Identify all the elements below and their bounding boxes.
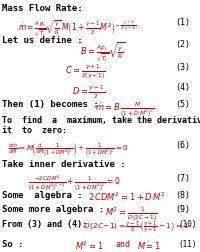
Text: it  to  zero:: it to zero: bbox=[2, 125, 67, 135]
Text: (9): (9) bbox=[175, 204, 190, 213]
Text: $2\,CDM^2=1+D\,M^2$: $2\,CDM^2=1+D\,M^2$ bbox=[88, 190, 166, 203]
Text: (6): (6) bbox=[175, 140, 190, 149]
Text: Some  algebra :: Some algebra : bbox=[2, 190, 83, 199]
Text: $\dot{m} = B\,\frac{M}{(1+D\,M^2)^C}$: $\dot{m} = B\,\frac{M}{(1+D\,M^2)^C}$ bbox=[95, 100, 155, 118]
Text: (4): (4) bbox=[175, 83, 190, 92]
Text: $\dot{m} = \frac{A\,p_t}{\sqrt{T_t}} \sqrt{\frac{\gamma}{R}}\, M \left(1+\frac{\: $\dot{m} = \frac{A\,p_t}{\sqrt{T_t}} \sq… bbox=[18, 18, 137, 39]
Text: $D = \frac{\gamma-1}{2}$: $D = \frac{\gamma-1}{2}$ bbox=[72, 83, 105, 100]
Text: (7): (7) bbox=[175, 173, 190, 182]
Text: (8): (8) bbox=[175, 190, 190, 199]
Text: Then (1) becomes :: Then (1) becomes : bbox=[2, 100, 99, 109]
Text: (10): (10) bbox=[178, 219, 196, 228]
Text: Let us define :: Let us define : bbox=[2, 36, 83, 45]
Text: $M=1$: $M=1$ bbox=[137, 239, 161, 250]
Text: (1): (1) bbox=[175, 18, 190, 27]
Text: (3): (3) bbox=[175, 63, 190, 72]
Text: To  find  a  maximum, take the derivative and set: To find a maximum, take the derivative a… bbox=[2, 115, 200, 124]
Text: $B = \frac{A\,p_t}{\sqrt{T_t}} \sqrt{\frac{\gamma}{R}}$: $B = \frac{A\,p_t}{\sqrt{T_t}} \sqrt{\fr… bbox=[80, 40, 126, 64]
Text: Mass Flow Rate:: Mass Flow Rate: bbox=[2, 4, 83, 13]
Text: and: and bbox=[115, 239, 130, 248]
Text: (11): (11) bbox=[178, 239, 196, 248]
Text: $M^2=1$: $M^2=1$ bbox=[75, 239, 104, 251]
Text: (5): (5) bbox=[175, 100, 190, 109]
Text: $\frac{-2\,CD\,M^2}{(1+D\,M^2)^{C+1}}+\frac{1}{(1+D\,M^2)^C}=0$: $\frac{-2\,CD\,M^2}{(1+D\,M^2)^{C+1}}+\f… bbox=[28, 173, 121, 193]
Text: $\frac{d\dot{m}}{dM} = M\!\left(\frac{d}{dM}\frac{1}{(1+DM^2)^C}\right)+\frac{1}: $\frac{d\dot{m}}{dM} = M\!\left(\frac{d}… bbox=[8, 140, 129, 157]
Text: $M^2=\frac{1}{D\,(2C-1)}$: $M^2=\frac{1}{D\,(2C-1)}$ bbox=[105, 204, 158, 222]
Text: Take inner derivative :: Take inner derivative : bbox=[2, 159, 126, 168]
Text: Some more algebra :: Some more algebra : bbox=[2, 204, 104, 213]
Text: So :: So : bbox=[2, 239, 24, 248]
Text: From (3) and (4):: From (3) and (4): bbox=[2, 219, 87, 228]
Text: $C = \frac{\gamma+1}{2(\gamma-1)}$: $C = \frac{\gamma+1}{2(\gamma-1)}$ bbox=[65, 63, 106, 81]
Text: (2): (2) bbox=[175, 40, 190, 49]
Text: $D\,(2C\!-\!1)=\frac{\gamma-1}{2}\left(\frac{\gamma+1}{\gamma-1}-1\right)=1$: $D\,(2C\!-\!1)=\frac{\gamma-1}{2}\left(\… bbox=[83, 219, 189, 235]
